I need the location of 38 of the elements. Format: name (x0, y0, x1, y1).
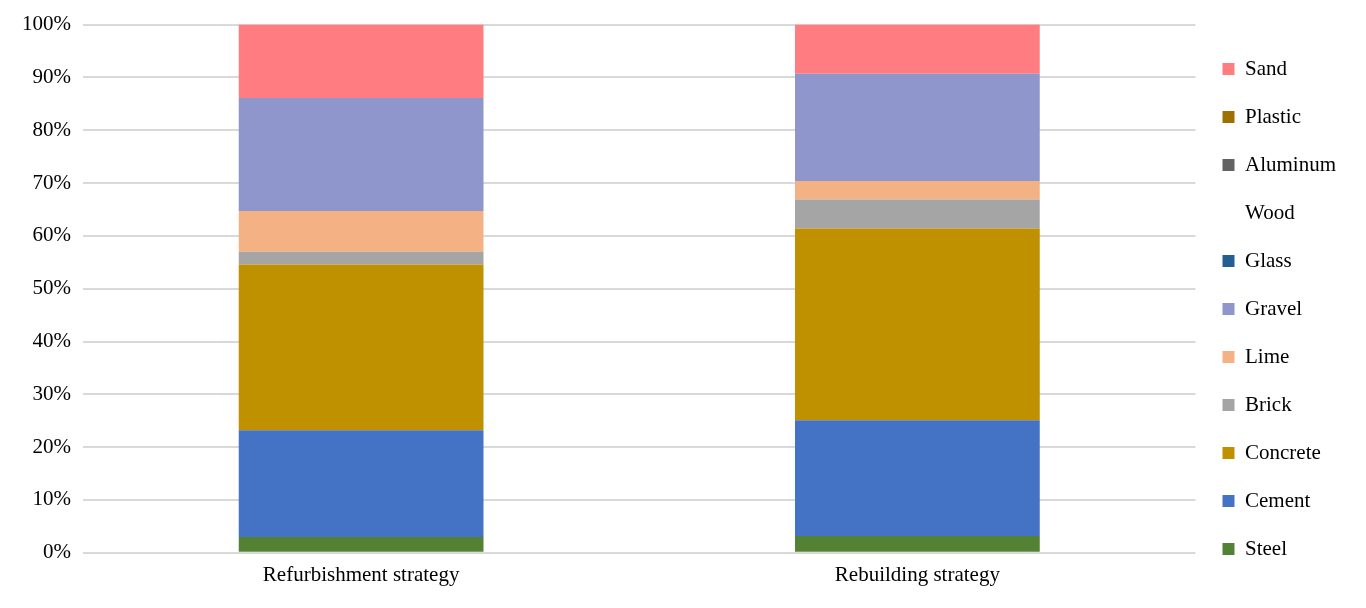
y-tick-label: 0% (42, 539, 71, 564)
bar (795, 535, 1040, 552)
bar (238, 536, 484, 552)
y-tick-label: 10% (32, 486, 71, 511)
bar (238, 264, 484, 431)
x-tick-label: Refurbishment strategy (262, 561, 460, 586)
y-tick-label: 90% (32, 63, 71, 88)
legend-label: Cement (1245, 487, 1311, 512)
bar (795, 420, 1040, 536)
bar (795, 180, 1040, 200)
y-tick-label: 70% (32, 169, 71, 194)
bar (795, 24, 1040, 74)
y-tick-label: 60% (32, 222, 71, 247)
y-tick-label: 30% (32, 380, 71, 405)
legend-label: Glass (1245, 247, 1292, 272)
bar (238, 98, 484, 212)
text: Wood (1245, 199, 1296, 224)
y-tick-label: 50% (32, 275, 71, 300)
legend-label: Aluminum (1245, 151, 1337, 176)
bar (238, 430, 484, 537)
bar (795, 228, 1040, 421)
bar (795, 199, 1040, 229)
y-tick-label: 20% (32, 433, 71, 458)
bar (238, 211, 484, 252)
bar (795, 73, 1040, 181)
y-tick-label: 80% (32, 116, 71, 141)
legend-label: Brick (1245, 391, 1293, 416)
legend-label: Lime (1245, 343, 1290, 368)
bar (238, 251, 484, 265)
legend-label: Plastic (1245, 103, 1301, 128)
legend-label: Concrete (1245, 439, 1321, 464)
legend-label: Gravel (1245, 295, 1303, 320)
legend-label: Sand (1245, 55, 1288, 80)
bar (238, 24, 484, 99)
x-tick-label: Rebuilding strategy (834, 561, 1001, 586)
y-tick-label: 100% (21, 11, 71, 36)
legend-label: Steel (1245, 535, 1288, 560)
y-tick-label: 40% (32, 328, 71, 353)
